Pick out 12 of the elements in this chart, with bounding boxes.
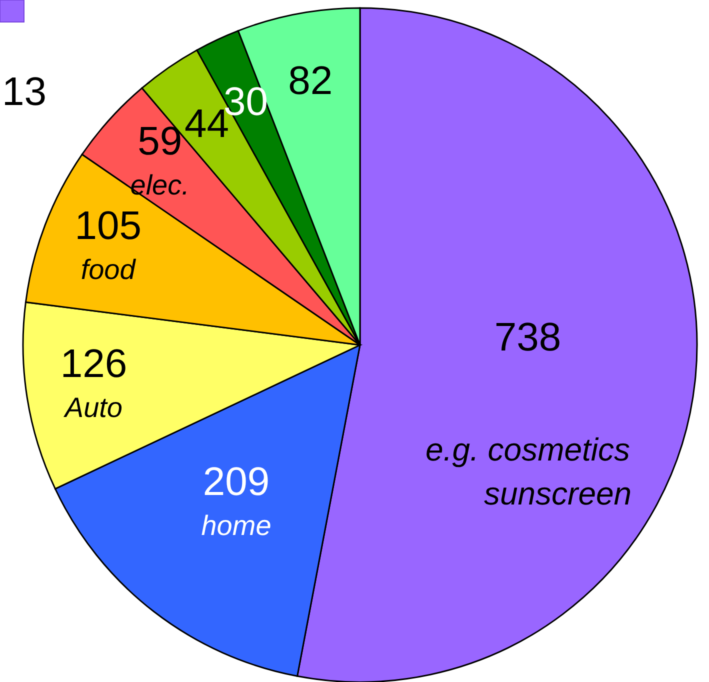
data-label: 82: [288, 58, 333, 103]
data-label: 105: [74, 204, 142, 248]
slice-label: Auto: [62, 392, 123, 424]
text: 13: [2, 70, 46, 114]
data-label: 126: [60, 342, 128, 386]
slice-label: food: [80, 254, 137, 285]
slice-label: e.g. cosmetics sunscreen: [426, 432, 632, 512]
slice-label: elec.: [130, 169, 190, 200]
data-label: 59: [138, 119, 182, 164]
slice-label: home: [201, 510, 272, 541]
data-label: 209: [202, 460, 270, 504]
data-label: 738: [494, 316, 562, 360]
